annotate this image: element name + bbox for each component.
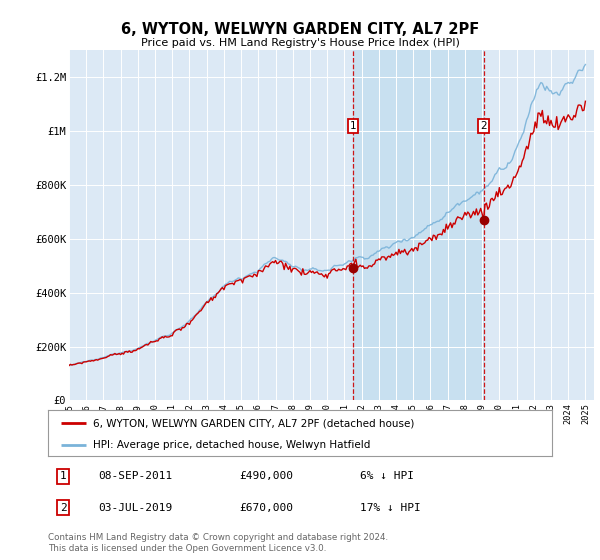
- Text: 1: 1: [60, 471, 67, 481]
- Text: 17% ↓ HPI: 17% ↓ HPI: [361, 503, 421, 513]
- Text: 6% ↓ HPI: 6% ↓ HPI: [361, 471, 415, 481]
- Text: 03-JUL-2019: 03-JUL-2019: [98, 503, 173, 513]
- Text: 08-SEP-2011: 08-SEP-2011: [98, 471, 173, 481]
- Text: 1: 1: [350, 121, 356, 131]
- Text: Price paid vs. HM Land Registry's House Price Index (HPI): Price paid vs. HM Land Registry's House …: [140, 38, 460, 48]
- Text: £670,000: £670,000: [239, 503, 293, 513]
- Bar: [353, 50, 484, 400]
- Text: Contains HM Land Registry data © Crown copyright and database right 2024.
This d: Contains HM Land Registry data © Crown c…: [48, 533, 388, 553]
- Text: 2: 2: [480, 121, 487, 131]
- Text: 6, WYTON, WELWYN GARDEN CITY, AL7 2PF (detached house): 6, WYTON, WELWYN GARDEN CITY, AL7 2PF (d…: [94, 418, 415, 428]
- Text: 2: 2: [60, 503, 67, 513]
- Text: 6, WYTON, WELWYN GARDEN CITY, AL7 2PF: 6, WYTON, WELWYN GARDEN CITY, AL7 2PF: [121, 22, 479, 38]
- Text: £490,000: £490,000: [239, 471, 293, 481]
- Text: HPI: Average price, detached house, Welwyn Hatfield: HPI: Average price, detached house, Welw…: [94, 440, 371, 450]
